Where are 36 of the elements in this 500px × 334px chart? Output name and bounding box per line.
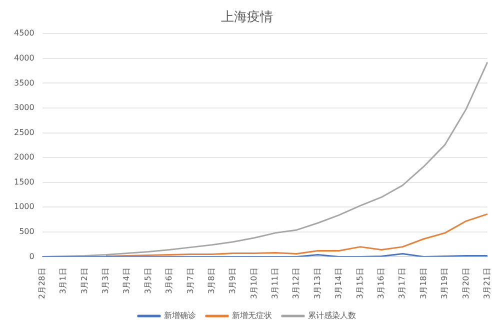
x-tick-label: 3月10日 [249,268,258,300]
x-tick-label: 3月11日 [270,268,280,300]
x-tick-label: 2月28日 [37,268,46,300]
x-tick-label: 3月19日 [440,268,450,300]
x-tick-label: 3月3日 [101,268,110,294]
x-tick-label: 3月7日 [186,268,195,294]
legend-label: 新增确诊 [164,311,196,320]
x-tick-label: 3月15日 [355,268,364,300]
x-tick-label: 3月13日 [312,268,322,300]
y-tick-label: 2000 [14,152,34,162]
x-tick-label: 3月8日 [206,268,216,294]
x-tick-label: 3月14日 [334,268,344,300]
x-tick-label: 3月20日 [461,268,470,300]
y-tick-label: 3500 [14,78,34,88]
x-tick-label: 3月21日 [482,268,492,300]
x-tick-label: 3月16日 [376,268,386,300]
legend-label: 新增无症状 [232,311,272,320]
x-tick-label: 3月18日 [418,268,428,300]
x-tick-label: 3月6日 [164,268,174,294]
y-tick-label: 0 [29,252,34,261]
x-tick-label: 3月12日 [292,268,301,300]
x-tick-label: 3月2日 [80,268,89,294]
y-tick-label: 4500 [14,28,34,38]
x-tick-label: 3月9日 [228,268,238,294]
chart-title: 上海疫情 [221,10,273,26]
y-tick-label: 3000 [14,103,34,112]
y-tick-label: 4000 [14,53,34,62]
y-tick-label: 500 [19,227,34,236]
y-tick-label: 2500 [14,128,34,137]
x-tick-label: 3月17日 [398,268,407,300]
x-tick-label: 3月1日 [58,268,68,294]
legend-label: 累计感染人数 [308,311,356,320]
y-tick-label: 1000 [14,202,34,212]
y-tick-label: 1500 [14,177,34,186]
x-tick-label: 3月5日 [143,268,152,294]
x-tick-label: 3月4日 [122,268,132,294]
